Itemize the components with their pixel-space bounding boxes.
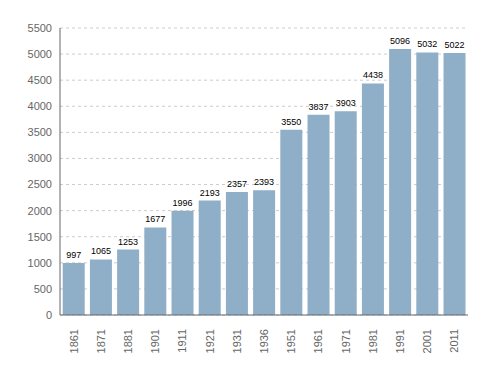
svg-text:1996: 1996 [173,198,193,208]
svg-text:2393: 2393 [254,177,274,187]
svg-text:1991: 1991 [394,329,406,353]
svg-text:4500: 4500 [28,74,52,86]
svg-text:2001: 2001 [421,329,433,353]
svg-text:1065: 1065 [91,246,111,256]
svg-text:2357: 2357 [227,179,247,189]
svg-text:5500: 5500 [28,22,52,34]
svg-text:1971: 1971 [340,329,352,353]
svg-text:1871: 1871 [95,329,107,353]
svg-text:1000: 1000 [28,257,52,269]
svg-text:1881: 1881 [122,329,134,353]
svg-text:500: 500 [34,283,52,295]
svg-text:3550: 3550 [281,117,301,127]
svg-text:1253: 1253 [118,237,138,247]
svg-text:2500: 2500 [28,178,52,190]
svg-text:1981: 1981 [367,329,379,353]
svg-text:997: 997 [66,250,81,260]
svg-text:3903: 3903 [336,98,356,108]
svg-text:3500: 3500 [28,126,52,138]
svg-text:1911: 1911 [176,329,188,353]
svg-text:1861: 1861 [68,329,80,353]
svg-text:1901: 1901 [149,329,161,353]
svg-text:1936: 1936 [258,329,270,353]
svg-text:5000: 5000 [28,48,52,60]
svg-text:5096: 5096 [390,36,410,46]
svg-text:5032: 5032 [417,39,437,49]
svg-text:1951: 1951 [285,329,297,353]
svg-text:2000: 2000 [28,205,52,217]
svg-text:0: 0 [46,309,52,321]
svg-text:1931: 1931 [231,329,243,353]
svg-text:1961: 1961 [312,329,324,353]
svg-text:1500: 1500 [28,231,52,243]
svg-text:4000: 4000 [28,100,52,112]
svg-text:3000: 3000 [28,152,52,164]
svg-text:2193: 2193 [200,188,220,198]
svg-text:1921: 1921 [204,329,216,353]
svg-text:4438: 4438 [363,70,383,80]
svg-text:5022: 5022 [445,40,465,50]
svg-text:2011: 2011 [448,329,460,353]
svg-text:1677: 1677 [145,214,165,224]
svg-text:3837: 3837 [309,102,329,112]
